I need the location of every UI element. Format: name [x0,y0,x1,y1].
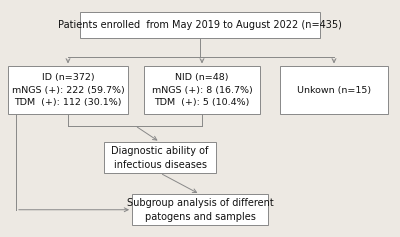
FancyBboxPatch shape [144,66,260,114]
Text: NID (n=48)
mNGS (+): 8 (16.7%)
TDM  (+): 5 (10.4%): NID (n=48) mNGS (+): 8 (16.7%) TDM (+): … [152,73,252,107]
FancyBboxPatch shape [280,66,388,114]
Text: Subgroup analysis of different
patogens and samples: Subgroup analysis of different patogens … [127,198,273,222]
Text: Unkown (n=15): Unkown (n=15) [297,86,371,95]
Text: Diagnostic ability of
infectious diseases: Diagnostic ability of infectious disease… [111,146,209,170]
Text: ID (n=372)
mNGS (+): 222 (59.7%)
TDM  (+): 112 (30.1%): ID (n=372) mNGS (+): 222 (59.7%) TDM (+)… [12,73,124,107]
FancyBboxPatch shape [132,194,268,225]
FancyBboxPatch shape [8,66,128,114]
FancyBboxPatch shape [80,12,320,38]
FancyBboxPatch shape [104,142,216,173]
Text: Patients enrolled  from May 2019 to August 2022 (n=435): Patients enrolled from May 2019 to Augus… [58,20,342,30]
